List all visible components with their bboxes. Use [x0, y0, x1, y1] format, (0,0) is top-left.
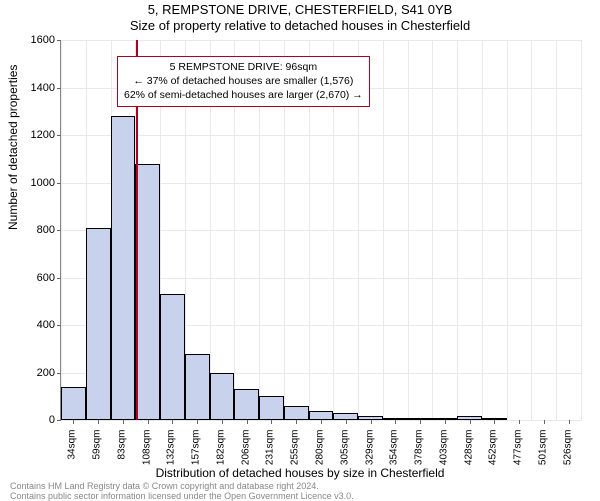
- chart-container: 5, REMPSTONE DRIVE, CHESTERFIELD, S41 0Y…: [0, 0, 600, 500]
- annotation-line: 62% of semi-detached houses are larger (…: [124, 88, 363, 102]
- xtick-label: 354sqm: [389, 430, 400, 480]
- xtick-mark: [569, 420, 570, 424]
- xtick-mark: [73, 420, 74, 424]
- xtick-mark: [544, 420, 545, 424]
- histogram-bar: [284, 406, 309, 420]
- gridline-v: [531, 40, 532, 420]
- plot-area: 5 REMPSTONE DRIVE: 96sqm ← 37% of detach…: [60, 40, 581, 421]
- gridline-h: [61, 40, 581, 41]
- ytick-label: 1200: [15, 129, 55, 141]
- xtick-mark: [172, 420, 173, 424]
- histogram-bar: [86, 228, 111, 420]
- xtick-label: 428sqm: [463, 430, 474, 480]
- xtick-mark: [123, 420, 124, 424]
- xtick-label: 108sqm: [141, 430, 152, 480]
- xtick-mark: [346, 420, 347, 424]
- gridline-v: [556, 40, 557, 420]
- ytick-label: 800: [15, 224, 55, 236]
- annotation-line: 5 REMPSTONE DRIVE: 96sqm: [124, 60, 363, 74]
- xtick-label: 206sqm: [240, 430, 251, 480]
- xtick-label: 280sqm: [315, 430, 326, 480]
- xtick-mark: [395, 420, 396, 424]
- gridline-v: [507, 40, 508, 420]
- xtick-label: 305sqm: [339, 430, 350, 480]
- ytick-mark: [57, 420, 61, 421]
- xtick-label: 403sqm: [438, 430, 449, 480]
- xtick-mark: [445, 420, 446, 424]
- ytick-label: 1600: [15, 34, 55, 46]
- xtick-label: 477sqm: [513, 430, 524, 480]
- xtick-mark: [519, 420, 520, 424]
- xtick-mark: [98, 420, 99, 424]
- xtick-label: 59sqm: [92, 430, 103, 480]
- histogram-bar: [259, 396, 284, 420]
- xtick-label: 132sqm: [166, 430, 177, 480]
- ytick-label: 200: [15, 367, 55, 379]
- ytick-label: 0: [15, 414, 55, 426]
- histogram-bar: [333, 413, 358, 420]
- histogram-bar: [309, 411, 334, 421]
- gridline-v: [408, 40, 409, 420]
- xtick-mark: [222, 420, 223, 424]
- histogram-bar: [61, 387, 86, 420]
- xtick-mark: [271, 420, 272, 424]
- xtick-label: 182sqm: [215, 430, 226, 480]
- xtick-mark: [494, 420, 495, 424]
- xtick-mark: [296, 420, 297, 424]
- xtick-mark: [321, 420, 322, 424]
- histogram-bar: [135, 164, 160, 421]
- gridline-v: [581, 40, 582, 420]
- histogram-bar: [185, 354, 210, 421]
- ytick-label: 400: [15, 319, 55, 331]
- ytick-label: 1000: [15, 177, 55, 189]
- xtick-label: 255sqm: [290, 430, 301, 480]
- gridline-v: [457, 40, 458, 420]
- annotation-line: ← 37% of detached houses are smaller (1,…: [124, 74, 363, 88]
- xtick-mark: [470, 420, 471, 424]
- xtick-mark: [148, 420, 149, 424]
- gridline-v: [61, 40, 62, 420]
- xtick-label: 329sqm: [364, 430, 375, 480]
- xtick-mark: [371, 420, 372, 424]
- xtick-mark: [420, 420, 421, 424]
- xtick-label: 501sqm: [537, 430, 548, 480]
- histogram-bar: [111, 116, 136, 420]
- gridline-v: [383, 40, 384, 420]
- gridline-v: [482, 40, 483, 420]
- xtick-mark: [197, 420, 198, 424]
- gridline-v: [432, 40, 433, 420]
- histogram-bar: [210, 373, 235, 421]
- ytick-label: 600: [15, 272, 55, 284]
- xtick-label: 34sqm: [67, 430, 78, 480]
- histogram-bar: [160, 294, 185, 420]
- xtick-label: 231sqm: [265, 430, 276, 480]
- title-subtitle: Size of property relative to detached ho…: [0, 18, 600, 33]
- ytick-label: 1400: [15, 82, 55, 94]
- gridline-h: [61, 135, 581, 136]
- title-address: 5, REMPSTONE DRIVE, CHESTERFIELD, S41 0Y…: [0, 2, 600, 17]
- xtick-label: 452sqm: [488, 430, 499, 480]
- xtick-label: 526sqm: [562, 430, 573, 480]
- footer-copyright: Contains HM Land Registry data © Crown c…: [10, 481, 319, 491]
- histogram-bar: [234, 389, 259, 420]
- xtick-mark: [247, 420, 248, 424]
- xtick-label: 157sqm: [191, 430, 202, 480]
- xtick-label: 83sqm: [116, 430, 127, 480]
- xtick-label: 378sqm: [414, 430, 425, 480]
- annotation-box: 5 REMPSTONE DRIVE: 96sqm ← 37% of detach…: [117, 56, 370, 107]
